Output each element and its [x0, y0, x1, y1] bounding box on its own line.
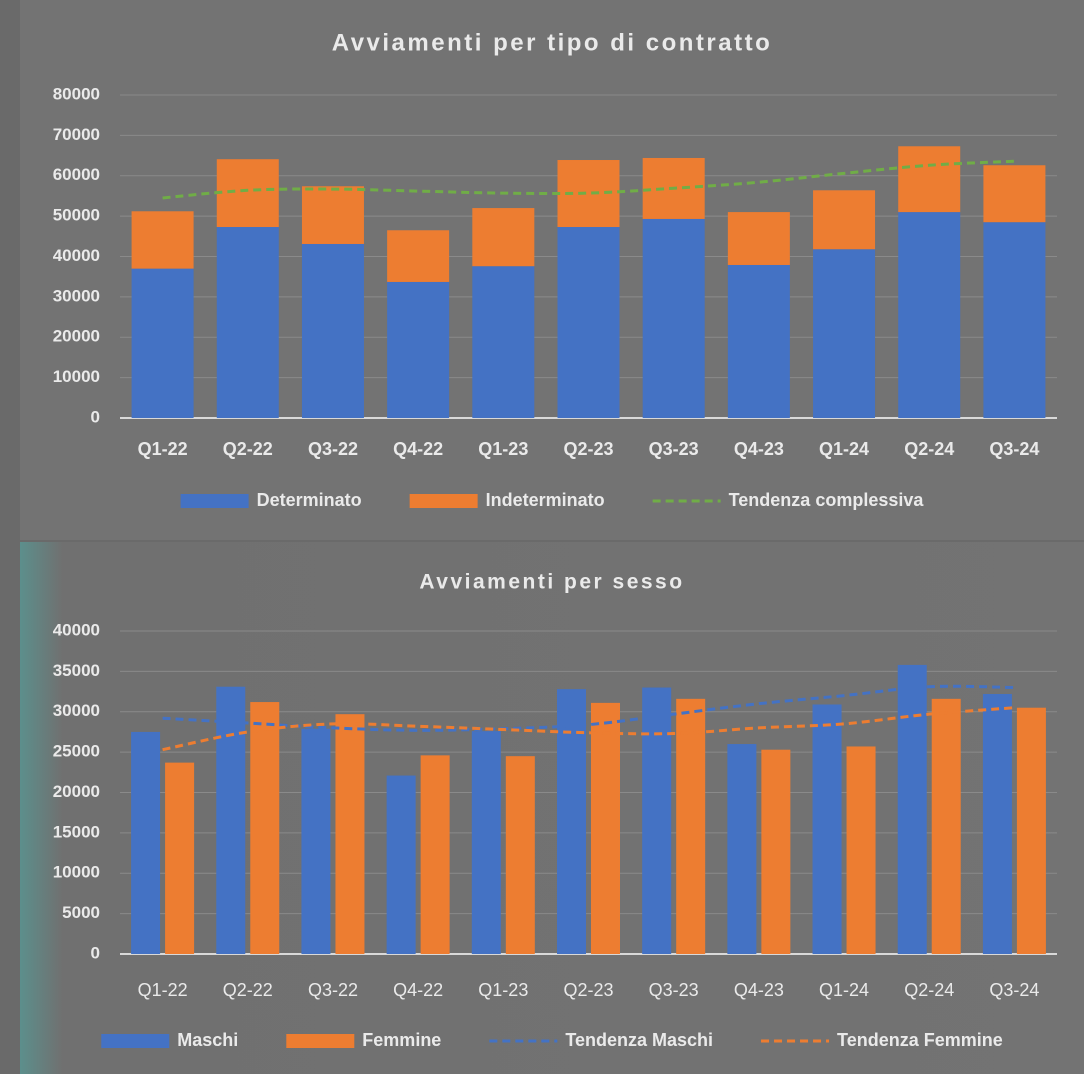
y-tick-label: 5000 [62, 903, 100, 922]
x-tick-label: Q4-22 [393, 439, 443, 459]
x-tick-label: Q1-22 [138, 980, 188, 1000]
x-tick-label: Q1-22 [138, 439, 188, 459]
legend-label: Maschi [177, 1030, 238, 1050]
legend-label: Tendenza Femmine [837, 1030, 1003, 1050]
bar [932, 699, 961, 954]
legend-swatch [101, 1034, 169, 1048]
bar [898, 665, 927, 954]
y-tick-label: 30000 [53, 286, 100, 305]
bar [387, 776, 416, 954]
bar [387, 282, 449, 418]
bar [216, 687, 245, 954]
page: {"chart_data": [ {"type": "bar", "stacke… [0, 0, 1084, 1074]
x-tick-label: Q1-24 [819, 439, 869, 459]
x-tick-label: Q2-23 [563, 439, 613, 459]
bar [472, 266, 534, 418]
bar [557, 689, 586, 954]
bar [558, 227, 620, 418]
x-tick-label: Q3-22 [308, 439, 358, 459]
y-tick-label: 10000 [53, 863, 100, 882]
bar [983, 694, 1012, 954]
legend-swatch [286, 1034, 354, 1048]
x-tick-label: Q4-23 [734, 439, 784, 459]
y-tick-label: 60000 [53, 165, 100, 184]
bar [506, 756, 535, 954]
x-tick-label: Q1-23 [478, 980, 528, 1000]
bar [813, 249, 875, 418]
bar [847, 746, 876, 954]
bar [728, 212, 790, 265]
x-tick-label: Q3-24 [989, 980, 1039, 1000]
bar [983, 222, 1045, 418]
bar [387, 230, 449, 282]
bar [131, 732, 160, 954]
bar [813, 190, 875, 249]
y-tick-label: 40000 [53, 620, 100, 639]
chart-title: Avviamenti per tipo di contratto [332, 29, 772, 56]
bar [728, 265, 790, 418]
bar [643, 219, 705, 418]
bar [165, 763, 194, 954]
y-tick-label: 35000 [53, 661, 100, 680]
y-tick-label: 80000 [53, 84, 100, 103]
bar [898, 146, 960, 212]
bar [642, 688, 671, 954]
legend-label: Tendenza Maschi [565, 1030, 713, 1050]
bar [727, 744, 756, 954]
x-tick-label: Q3-23 [649, 980, 699, 1000]
bar [983, 165, 1045, 222]
x-tick-label: Q4-23 [734, 980, 784, 1000]
bar [472, 208, 534, 266]
y-tick-label: 20000 [53, 327, 100, 346]
y-tick-label: 0 [91, 943, 100, 962]
bar [301, 729, 330, 954]
x-tick-label: Q1-23 [478, 439, 528, 459]
y-tick-label: 30000 [53, 701, 100, 720]
bar [335, 714, 364, 954]
bar [302, 186, 364, 244]
bar [676, 699, 705, 954]
y-tick-label: 20000 [53, 782, 100, 801]
legend-swatch [181, 494, 249, 508]
legend-label: Indeterminato [486, 490, 605, 510]
x-tick-label: Q3-24 [989, 439, 1039, 459]
y-tick-label: 10000 [53, 367, 100, 386]
bar [250, 702, 279, 954]
bar [591, 703, 620, 954]
x-tick-label: Q2-24 [904, 439, 954, 459]
y-tick-label: 25000 [53, 742, 100, 761]
x-tick-label: Q3-23 [649, 439, 699, 459]
bar [217, 159, 279, 227]
x-tick-label: Q2-22 [223, 980, 273, 1000]
legend-label: Determinato [257, 490, 362, 510]
x-tick-label: Q2-22 [223, 439, 273, 459]
bar [302, 244, 364, 418]
x-tick-label: Q2-23 [563, 980, 613, 1000]
bar [132, 211, 194, 268]
x-tick-label: Q3-22 [308, 980, 358, 1000]
y-tick-label: 40000 [53, 246, 100, 265]
bar [1017, 708, 1046, 954]
legend-label: Tendenza complessiva [729, 490, 925, 510]
x-tick-label: Q1-24 [819, 980, 869, 1000]
bar [813, 704, 842, 954]
x-tick-label: Q2-24 [904, 980, 954, 1000]
chart-title: Avviamenti per sesso [419, 571, 684, 594]
y-tick-label: 70000 [53, 125, 100, 144]
bar [472, 731, 501, 954]
bar [761, 750, 790, 954]
chart: Avviamenti per tipo di contratto 0 10000 20… [0, 0, 1084, 1074]
y-tick-label: 15000 [53, 822, 100, 841]
y-tick-label: 50000 [53, 206, 100, 225]
bar [132, 269, 194, 418]
bar [898, 212, 960, 418]
y-tick-label: 0 [91, 407, 100, 426]
legend-swatch [410, 494, 478, 508]
bar [217, 227, 279, 418]
legend-label: Femmine [362, 1030, 441, 1050]
x-tick-label: Q4-22 [393, 980, 443, 1000]
bar [421, 755, 450, 954]
